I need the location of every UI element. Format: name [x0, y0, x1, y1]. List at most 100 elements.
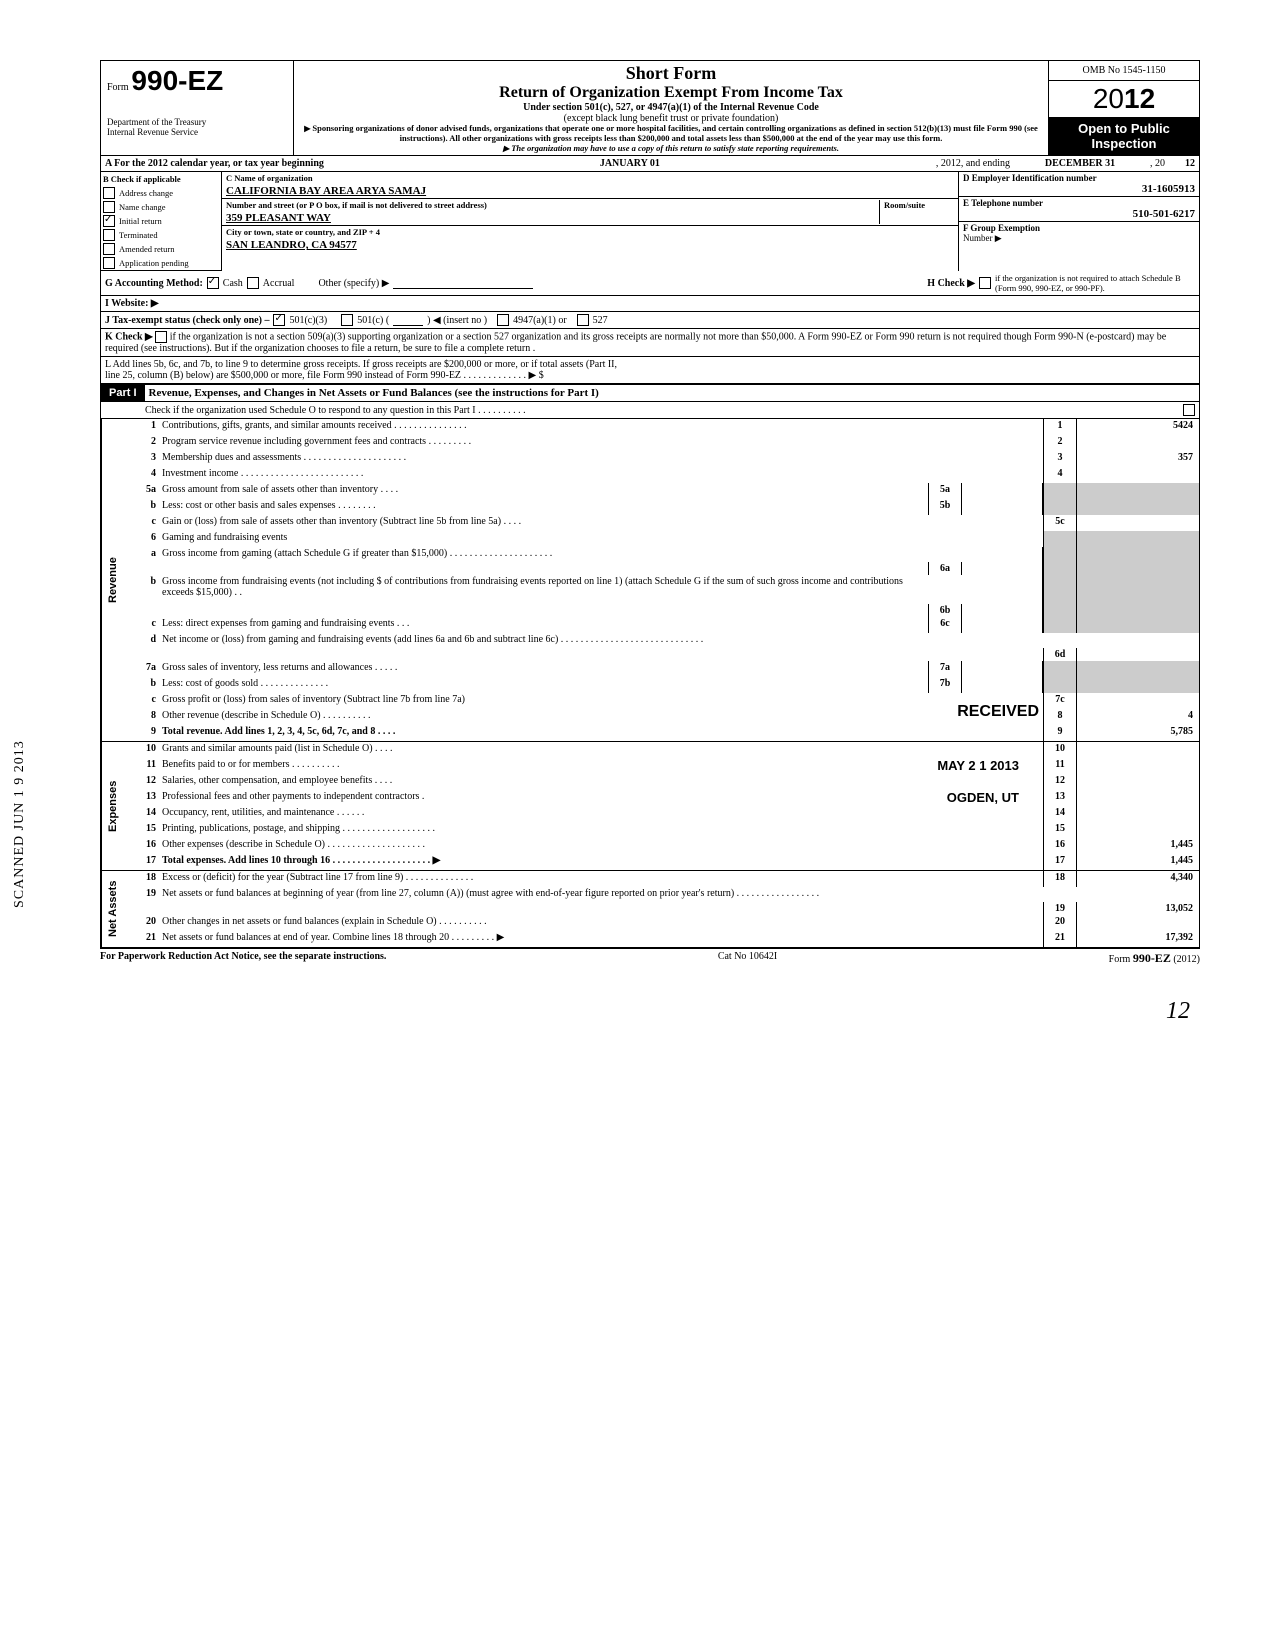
- inspection-label: Inspection: [1051, 136, 1197, 151]
- line-18-val: 4,340: [1077, 871, 1199, 887]
- line-14-box: 14: [1043, 806, 1077, 822]
- lbl-pending: Application pending: [119, 258, 189, 268]
- l-text1: L Add lines 5b, 6c, and 7b, to line 9 to…: [105, 359, 1195, 370]
- line-21-desc: Net assets or fund balances at end of ye…: [160, 931, 1043, 947]
- chk-pending[interactable]: [103, 257, 115, 269]
- addr-label: Number and street (or P O box, if mail i…: [226, 200, 487, 210]
- room-label: Room/suite: [884, 200, 925, 210]
- chk-4947[interactable]: [497, 314, 509, 326]
- revenue-section: Revenue 1Contributions, gifts, grants, a…: [100, 419, 1200, 742]
- g-label: G Accounting Method:: [105, 278, 203, 289]
- e-label: E Telephone number: [963, 198, 1043, 208]
- line-21-box: 21: [1043, 931, 1077, 947]
- form-number: 990-EZ: [131, 65, 223, 96]
- line-6a-desc: Gross income from gaming (attach Schedul…: [160, 547, 928, 575]
- line-2-box: 2: [1043, 435, 1077, 451]
- line-3-box: 3: [1043, 451, 1077, 467]
- line-8-desc: Other revenue (describe in Schedule O) .…: [160, 709, 1043, 725]
- line-5c-desc: Gain or (loss) from sale of assets other…: [160, 515, 1043, 531]
- year-bold: 12: [1124, 83, 1155, 114]
- line-3-desc: Membership dues and assessments . . . . …: [160, 451, 1043, 467]
- line-2-val: [1077, 435, 1199, 451]
- chk-accrual[interactable]: [247, 277, 259, 289]
- line-12-desc: Salaries, other compensation, and employ…: [160, 774, 1043, 790]
- omb-number: OMB No 1545-1150: [1049, 61, 1199, 81]
- dept-treasury: Department of the Treasury: [107, 117, 287, 127]
- city-label: City or town, state or country, and ZIP …: [226, 227, 380, 237]
- lbl-cash: Cash: [223, 278, 243, 289]
- line-16-val: 1,445: [1077, 838, 1199, 854]
- line-1-box: 1: [1043, 419, 1077, 435]
- k-label: K Check ▶: [105, 331, 153, 342]
- chk-h[interactable]: [979, 277, 991, 289]
- line-13-box: 13: [1043, 790, 1077, 806]
- line-3-val: 357: [1077, 451, 1199, 467]
- k-text: if the organization is not a section 509…: [105, 331, 1166, 354]
- line-21-val: 17,392: [1077, 931, 1199, 947]
- footer-form: 990-EZ: [1133, 951, 1171, 965]
- part1-check-text: Check if the organization used Schedule …: [145, 405, 526, 416]
- line-5b-desc: Less: cost or other basis and sales expe…: [160, 499, 928, 515]
- stamp-ogden: OGDEN, UT: [947, 790, 1019, 805]
- section-bcdef: B Check if applicable Address change Nam…: [100, 172, 1200, 271]
- line-10-desc: Grants and similar amounts paid (list in…: [160, 742, 1043, 758]
- subtitle-sponsoring: Sponsoring organizations of donor advise…: [302, 124, 1040, 143]
- title-short: Short Form: [302, 63, 1040, 84]
- line-9-box: 9: [1043, 725, 1077, 741]
- lbl-name: Name change: [119, 202, 166, 212]
- line-6b-mid: 6b: [928, 604, 962, 617]
- org-city: SAN LEANDRO, CA 94577: [226, 237, 954, 251]
- g-other-blank[interactable]: [393, 278, 533, 289]
- j-insert-blank[interactable]: [393, 315, 423, 326]
- footer-year: (2012): [1173, 954, 1200, 965]
- chk-part1-scho[interactable]: [1183, 404, 1195, 416]
- chk-501c3[interactable]: [273, 314, 285, 326]
- lbl-501c3: 501(c)(3): [289, 315, 327, 326]
- chk-name[interactable]: [103, 201, 115, 213]
- lbl-501c: 501(c) (: [357, 315, 389, 326]
- l-text2: line 25, column (B) below) are $500,000 …: [105, 370, 1195, 381]
- c-label: C Name of organization: [226, 173, 313, 183]
- chk-initial[interactable]: [103, 215, 115, 227]
- subtitle-copy: The organization may have to use a copy …: [302, 143, 1040, 153]
- chk-terminated[interactable]: [103, 229, 115, 241]
- lbl-accrual: Accrual: [263, 278, 295, 289]
- form-prefix: Form: [107, 82, 129, 93]
- line-15-desc: Printing, publications, postage, and shi…: [160, 822, 1043, 838]
- dept-irs: Internal Revenue Service: [107, 127, 287, 137]
- chk-amended[interactable]: [103, 243, 115, 255]
- row-a-label: A For the 2012 calendar year, or tax yea…: [105, 158, 324, 169]
- line-18-box: 18: [1043, 871, 1077, 887]
- line-14-desc: Occupancy, rent, utilities, and maintena…: [160, 806, 1043, 822]
- chk-527[interactable]: [577, 314, 589, 326]
- netassets-label: Net Assets: [101, 871, 124, 947]
- line-20-desc: Other changes in net assets or fund bala…: [160, 915, 1043, 931]
- line-5a-mid: 5a: [928, 483, 962, 499]
- scan-stamp: SCANNED JUN 1 9 2013: [12, 740, 28, 908]
- line-11-desc: Benefits paid to or for members . . . . …: [160, 758, 1043, 774]
- line-8-val: 4: [1077, 709, 1199, 725]
- line-6b-desc: Gross income from fundraising events (no…: [160, 575, 928, 617]
- line-6c-desc: Less: direct expenses from gaming and fu…: [160, 617, 928, 633]
- lbl-amended: Amended return: [119, 244, 174, 254]
- page-mark: 12: [100, 998, 1200, 1025]
- f-number-label: Number ▶: [963, 233, 1195, 244]
- line-5a-desc: Gross amount from sale of assets other t…: [160, 483, 928, 499]
- line-9-val: 5,785: [1077, 725, 1199, 741]
- line-19-box: 19: [1043, 902, 1077, 915]
- line-20-box: 20: [1043, 915, 1077, 931]
- line-6d-desc: Net income or (loss) from gaming and fun…: [160, 633, 1043, 661]
- chk-k[interactable]: [155, 331, 167, 343]
- chk-501c[interactable]: [341, 314, 353, 326]
- line-4-val: [1077, 467, 1199, 483]
- footer: For Paperwork Reduction Act Notice, see …: [100, 949, 1200, 968]
- chk-cash[interactable]: [207, 277, 219, 289]
- line-17-val: 1,445: [1077, 854, 1199, 870]
- line-2-desc: Program service revenue including govern…: [160, 435, 1043, 451]
- line-7b-desc: Less: cost of goods sold . . . . . . . .…: [160, 677, 928, 693]
- h-text: if the organization is not required to a…: [995, 273, 1195, 293]
- title-main: Return of Organization Exempt From Incom…: [302, 84, 1040, 102]
- chk-address[interactable]: [103, 187, 115, 199]
- row-a-y20: , 20: [1150, 158, 1165, 169]
- expenses-label: Expenses: [101, 742, 124, 870]
